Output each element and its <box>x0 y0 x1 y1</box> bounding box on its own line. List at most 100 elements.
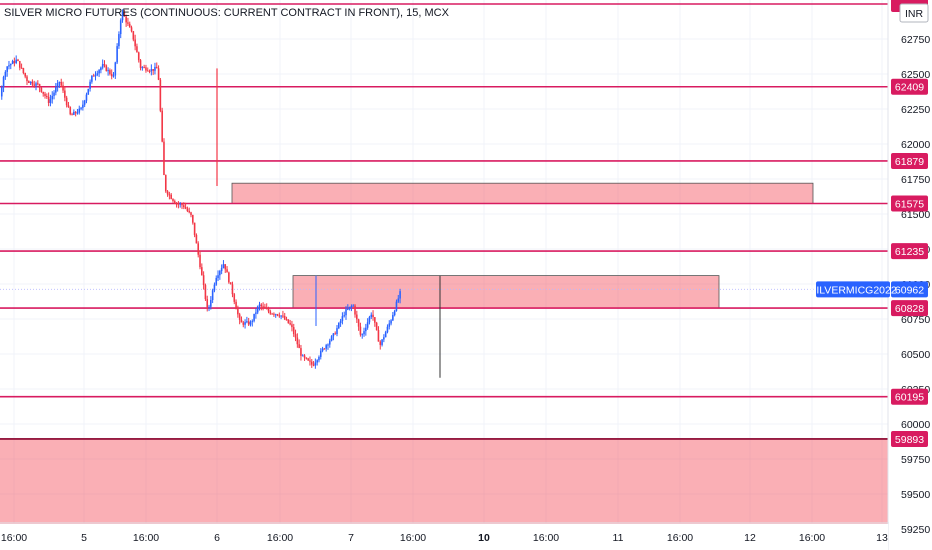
level-price-tag-text: 62409 <box>895 82 924 94</box>
candle-body <box>98 70 100 74</box>
candle-body <box>219 271 221 276</box>
candle-body <box>202 275 205 286</box>
candle-body <box>69 107 72 115</box>
candle-body <box>188 210 191 213</box>
candle-body <box>307 358 309 361</box>
candle-body <box>354 305 356 315</box>
candle-body <box>372 314 374 318</box>
x-tick-label: 12 <box>744 532 756 544</box>
candle-body <box>137 52 140 61</box>
currency-badge[interactable] <box>899 3 929 23</box>
candle-body <box>210 299 212 307</box>
candle-body <box>91 75 93 82</box>
y-tick-label: 59250 <box>901 524 930 536</box>
candle-body <box>256 306 259 313</box>
level-price-tag <box>891 152 928 169</box>
candle-body <box>393 310 396 316</box>
x-axis-panel <box>0 524 888 550</box>
candle-body <box>123 11 126 17</box>
x-tick-label: 16:00 <box>1 532 27 544</box>
candle-body <box>11 61 14 65</box>
candle-body <box>201 267 203 276</box>
candle-body <box>58 81 61 84</box>
candle-body <box>67 105 70 108</box>
candle-body <box>152 69 154 71</box>
candle-body <box>287 319 290 324</box>
candle-body <box>155 66 158 69</box>
candle-body <box>164 175 167 192</box>
candle-body <box>195 234 198 244</box>
candle-body <box>375 322 378 331</box>
symbol-tag-text: SILVERMICG2022 <box>809 284 897 296</box>
candle-body <box>31 81 34 85</box>
candle-body <box>244 322 246 325</box>
level-price-tag <box>891 388 928 405</box>
candle-body <box>173 201 176 204</box>
candle-body <box>0 87 3 97</box>
candle-body <box>233 294 236 302</box>
candle-body <box>347 308 349 310</box>
candle-body <box>145 67 147 71</box>
candle-body <box>359 326 362 335</box>
candle-body <box>177 203 180 205</box>
candle-body <box>386 326 389 333</box>
zone-2 <box>292 275 720 309</box>
candle-body <box>204 285 207 300</box>
candle-body <box>280 315 282 317</box>
candle-body <box>318 356 320 361</box>
candle-body <box>71 114 73 116</box>
candle-body <box>298 344 300 349</box>
candle-body <box>94 74 97 77</box>
candle-body <box>26 76 28 82</box>
y-tick-label: 62250 <box>901 104 930 116</box>
x-tick-label: 16:00 <box>799 532 825 544</box>
candle-body <box>141 67 144 69</box>
candle-body <box>179 203 181 205</box>
candle-body <box>341 316 344 321</box>
y-tick-label: 60750 <box>901 314 930 326</box>
candle-body <box>29 81 32 84</box>
candle-body <box>235 301 237 310</box>
candle-body <box>237 309 239 315</box>
candle-body <box>33 84 36 86</box>
candle-body <box>143 67 145 69</box>
candle-body <box>273 313 275 315</box>
candle-body <box>325 345 327 349</box>
level-price-tag-text: 61235 <box>895 246 924 258</box>
candle-body <box>332 333 335 337</box>
candle-body <box>377 330 380 342</box>
candle-body <box>312 364 315 366</box>
candle-body <box>4 71 7 78</box>
candle-body <box>181 203 183 206</box>
candle-body <box>193 222 196 235</box>
candle-body <box>323 348 326 350</box>
candle-body <box>339 320 342 324</box>
candle-body <box>319 350 322 357</box>
candle-body <box>38 84 41 88</box>
candle-body <box>18 61 21 68</box>
candle-body <box>134 39 136 47</box>
candle-body <box>327 344 329 346</box>
x-tick-label: 16:00 <box>667 532 693 544</box>
candle-body <box>154 66 156 71</box>
candle-body <box>184 207 187 209</box>
candle-body <box>35 83 37 86</box>
candle-body <box>357 319 360 327</box>
candle-body <box>388 323 391 327</box>
candle-body <box>222 264 225 268</box>
candle-body <box>350 306 353 308</box>
candle-body <box>130 27 133 32</box>
candle-body <box>192 215 194 223</box>
candle-body <box>334 333 336 335</box>
level-price-tag <box>891 300 928 317</box>
x-tick-label: 16:00 <box>400 532 426 544</box>
candle-body <box>42 91 45 94</box>
candle-body <box>168 194 171 196</box>
candle-body <box>348 306 351 309</box>
candle-body <box>238 314 241 320</box>
candle-body <box>15 59 17 63</box>
candle-body <box>384 332 387 338</box>
candle-body <box>316 360 318 363</box>
